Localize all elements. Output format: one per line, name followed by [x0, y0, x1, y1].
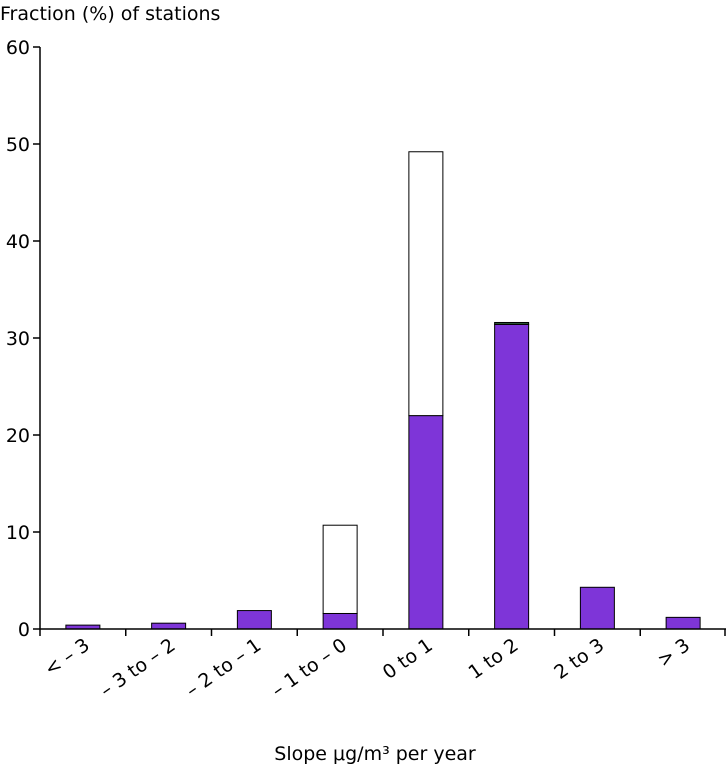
- bar-segment: [322, 612, 358, 630]
- y-tick-label: 10: [6, 522, 30, 544]
- x-tick-label: 1 to 2: [465, 634, 523, 684]
- x-tick-label: – 2 to – 1: [182, 634, 265, 702]
- y-tick-label: 60: [6, 37, 30, 59]
- bar-segment: [665, 616, 701, 630]
- x-tick-label: – 3 to – 2: [96, 634, 179, 702]
- bar-segment: [322, 524, 358, 614]
- x-axis-title: Slope μg/m³ per year: [274, 743, 476, 765]
- y-tick-label: 30: [6, 328, 30, 350]
- x-tick-label: > 3: [653, 634, 694, 672]
- bar-segment: [236, 610, 272, 630]
- y-tick-label: 0: [18, 619, 30, 641]
- y-tick-label: 40: [6, 231, 30, 253]
- y-tick-label: 50: [6, 134, 30, 156]
- bar-segment: [494, 321, 530, 325]
- bar-segment: [151, 622, 187, 630]
- bar-segment: [494, 323, 530, 630]
- bar-segment: [579, 586, 615, 630]
- x-tick-label: – 1 to – 0: [268, 634, 351, 702]
- y-tick-label: 20: [6, 425, 30, 447]
- x-tick-label: 0 to 1: [379, 634, 437, 684]
- bar-segment: [408, 415, 444, 630]
- bar-segment: [408, 151, 444, 417]
- y-axis-title: Fraction (%) of stations: [0, 3, 220, 25]
- x-tick-label: 2 to 3: [550, 634, 608, 684]
- x-tick-label: < – 3: [40, 634, 93, 680]
